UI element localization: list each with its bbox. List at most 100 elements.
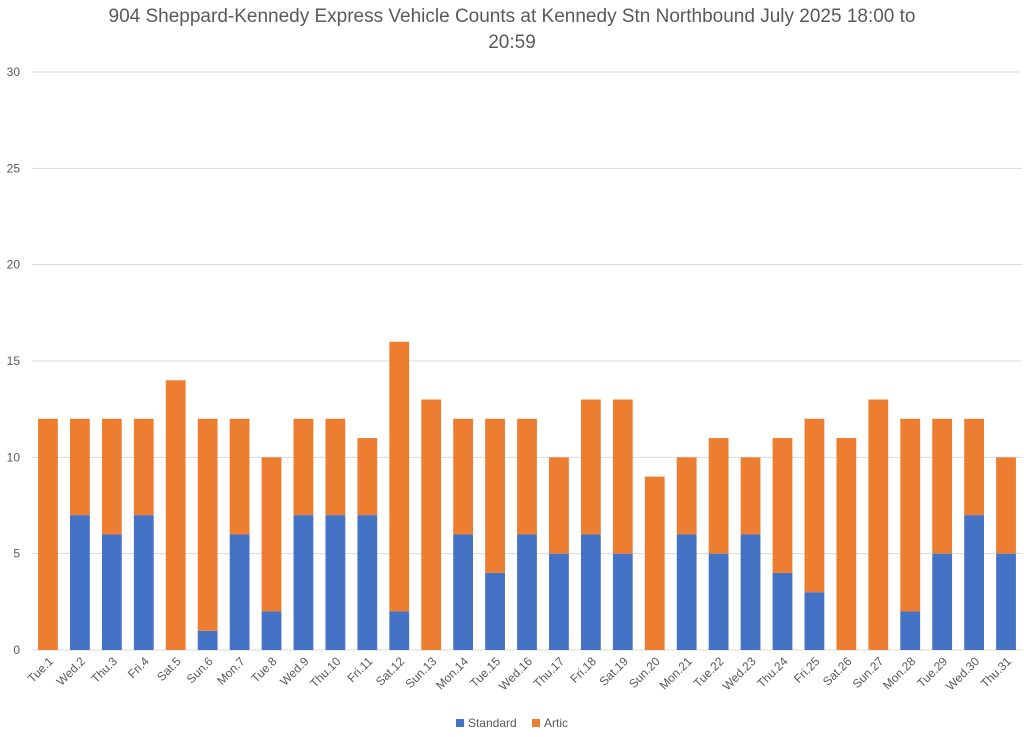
x-tick-label: Fri.11 (344, 654, 375, 685)
bar-standard-wed-2 (70, 515, 90, 650)
bar-standard-mon-21 (676, 534, 697, 650)
bar-standard-thu-31 (996, 553, 1016, 650)
x-tick-label: Wed.16 (496, 654, 535, 693)
bar-artic-mon-28 (900, 418, 921, 612)
x-tick-label: Sat.12 (373, 654, 408, 689)
bar-artic-tue-8 (261, 457, 282, 612)
x-tick-label: Sat.19 (596, 654, 631, 689)
bar-standard-fri-4 (133, 515, 154, 650)
x-tick-label: Fri.25 (791, 654, 823, 686)
bar-standard-tue-22 (708, 553, 729, 650)
x-tick-label: Sat.5 (154, 654, 184, 684)
x-tick-label: Mon.21 (657, 654, 695, 692)
bar-artic-fri-18 (580, 399, 601, 535)
chart-title-line1: 904 Sheppard-Kennedy Express Vehicle Cou… (108, 6, 916, 27)
legend-swatch-standard (455, 719, 464, 727)
legend: Standard Artic (0, 716, 1024, 730)
x-tick-label: Thu.3 (88, 654, 120, 686)
bar-artic-tue-1 (38, 418, 58, 650)
bar-standard-mon-28 (900, 611, 921, 650)
bar-artic-tue-15 (485, 418, 505, 573)
x-tick-label: Wed.23 (720, 654, 759, 693)
chart-title-line2: 20:59 (488, 32, 536, 53)
bar-artic-fri-25 (804, 418, 825, 593)
x-tick-label: Thu.17 (531, 654, 568, 691)
y-tick-label: 0 (13, 643, 20, 657)
bar-artic-wed-9 (293, 418, 314, 516)
bar-standard-tue-29 (932, 553, 953, 650)
legend-item-artic: Artic (532, 716, 568, 730)
bar-artic-sun-27 (868, 399, 889, 650)
y-tick-label: 15 (7, 354, 21, 368)
bar-artic-sun-13 (421, 399, 442, 650)
bar-artic-sat-12 (389, 341, 410, 612)
bar-artic-thu-24 (772, 438, 793, 573)
bar-artic-fri-11 (357, 438, 378, 516)
bar-artic-sat-19 (612, 399, 633, 554)
x-tick-label: Tue.1 (25, 654, 57, 686)
bar-artic-thu-3 (101, 418, 122, 535)
x-tick-label: Mon.7 (214, 654, 248, 688)
bar-artic-tue-29 (932, 418, 953, 554)
legend-label-standard: Standard (467, 716, 517, 730)
bars (38, 341, 1016, 650)
legend-label-artic: Artic (544, 716, 569, 730)
x-tick-label: Fri.4 (125, 654, 152, 681)
legend-item-standard: Standard (455, 716, 517, 730)
x-tick-label: Mon.14 (433, 654, 471, 692)
gridlines (32, 71, 1022, 651)
bar-standard-fri-25 (804, 592, 825, 650)
x-tick-label: Thu.10 (307, 654, 344, 691)
bar-standard-wed-30 (964, 515, 984, 650)
bar-standard-mon-7 (229, 534, 250, 650)
bar-standard-wed-9 (293, 515, 314, 650)
y-tick-label: 10 (7, 450, 21, 464)
bar-artic-sat-5 (165, 380, 186, 650)
bar-artic-sun-20 (644, 476, 665, 650)
bar-standard-thu-3 (101, 534, 122, 650)
bar-standard-thu-10 (325, 515, 346, 650)
y-axis-ticks: 0 5 10 15 20 25 30 (7, 65, 21, 657)
bar-standard-thu-24 (772, 572, 793, 650)
bar-artic-mon-7 (229, 418, 250, 535)
bar-standard-fri-11 (357, 515, 378, 650)
bar-artic-wed-30 (964, 418, 984, 516)
bar-artic-tue-22 (708, 438, 729, 554)
bar-artic-sun-6 (197, 418, 218, 631)
bar-artic-mon-14 (453, 418, 474, 535)
x-tick-label: Wed.2 (54, 654, 89, 689)
bar-standard-sat-19 (612, 553, 633, 650)
x-tick-label: Thu.24 (754, 654, 791, 691)
bar-standard-sun-6 (197, 630, 218, 650)
x-tick-label: Mon.28 (880, 654, 918, 692)
bar-artic-thu-10 (325, 418, 346, 516)
bar-artic-sat-26 (836, 438, 857, 650)
bar-standard-sat-12 (389, 611, 410, 650)
x-tick-label: Sat.26 (820, 654, 855, 689)
bar-standard-wed-23 (740, 534, 761, 650)
bar-artic-wed-23 (740, 457, 761, 535)
y-tick-label: 25 (7, 161, 21, 175)
x-tick-label: Wed.30 (943, 654, 982, 693)
bar-standard-tue-15 (485, 572, 505, 650)
bar-artic-wed-16 (517, 418, 537, 535)
bar-standard-fri-18 (580, 534, 601, 650)
legend-swatch-artic (532, 719, 541, 727)
x-tick-label: Wed.9 (277, 654, 312, 689)
x-tick-label: Fri.18 (567, 654, 599, 686)
x-tick-label: Sun.20 (626, 654, 663, 691)
x-tick-label: Sun.6 (184, 654, 216, 686)
x-tick-label: Sun.13 (403, 654, 440, 691)
chart-title: 904 Sheppard-Kennedy Express Vehicle Cou… (0, 4, 1024, 56)
y-tick-label: 30 (7, 65, 21, 79)
bar-artic-thu-31 (996, 457, 1016, 554)
bar-artic-mon-21 (676, 457, 697, 535)
bar-artic-thu-17 (549, 457, 569, 554)
y-tick-label: 5 (13, 547, 20, 561)
x-tick-label: Sun.27 (850, 654, 887, 691)
bar-artic-wed-2 (70, 418, 90, 516)
bar-standard-mon-14 (453, 534, 474, 650)
bar-standard-tue-8 (261, 611, 282, 650)
